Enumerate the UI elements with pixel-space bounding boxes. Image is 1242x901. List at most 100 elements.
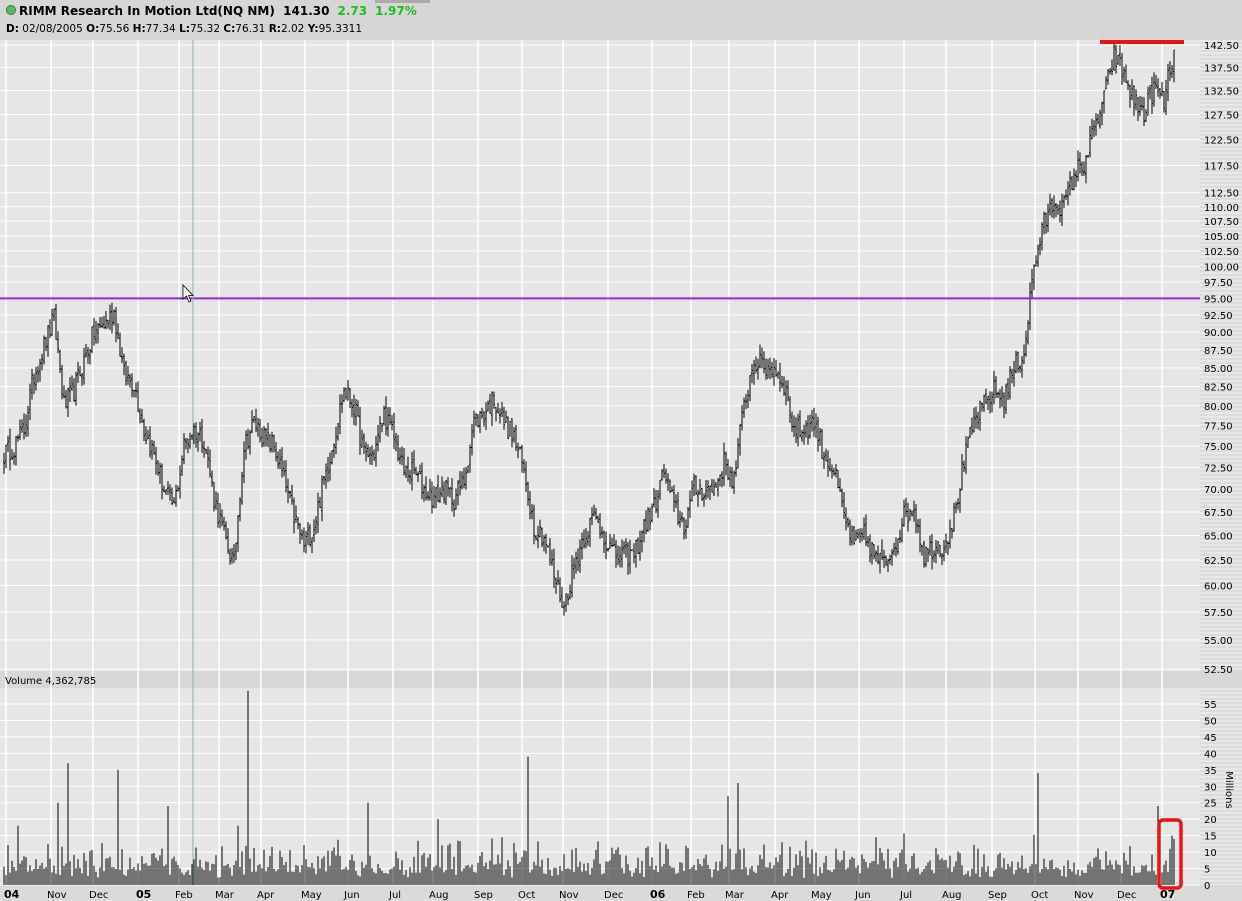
ohlc-bar [769, 357, 771, 380]
ohlc-bar [753, 359, 755, 385]
ohlc-bar [147, 429, 149, 440]
ohlc-bar [517, 442, 519, 459]
ohlc-bar [159, 462, 161, 484]
ohlc-bar [1021, 356, 1023, 378]
ohlc-bar [259, 418, 261, 443]
ohlc-bar [455, 488, 457, 510]
ohlc-bar [729, 466, 731, 488]
ohlc-bar [213, 482, 215, 512]
ohlc-bar [909, 508, 911, 521]
date-value: 02/08/2005 [22, 23, 83, 35]
ohlc-bar [783, 376, 785, 396]
ohlc-bar [287, 478, 289, 504]
ohlc-bar [1039, 237, 1041, 256]
ohlc-bar [883, 549, 885, 568]
time-axis-label: Mar [725, 890, 745, 901]
price-tick-label: 127.50 [1204, 111, 1239, 122]
ohlc-bar [603, 530, 605, 553]
ohlc-bar [1017, 351, 1019, 373]
ohlc-bar [105, 310, 107, 330]
ohlc-bar [11, 449, 13, 460]
volume-tick-label: 30 [1204, 782, 1217, 793]
ohlc-bar [605, 531, 607, 560]
time-axis-label: Dec [1117, 890, 1136, 901]
price-tick-label: 65.00 [1204, 532, 1233, 543]
ohlc-bar [659, 479, 661, 500]
price-plot-area[interactable] [0, 40, 1200, 671]
ohlc-bar [997, 391, 999, 398]
price-tick-label: 102.50 [1204, 247, 1239, 258]
ohlc-bar [629, 539, 631, 574]
ohlc-bar [219, 503, 221, 529]
ohlc-bar [935, 540, 937, 564]
ohlc-bar [431, 481, 433, 514]
ohlc-bar [1113, 41, 1115, 71]
ohlc-bar [735, 460, 737, 477]
ohlc-bar [833, 467, 835, 476]
ohlc-bar [361, 429, 363, 448]
ohlc-bar [1019, 365, 1021, 373]
ohlc-bar [225, 521, 227, 540]
ohlc-bar [631, 549, 633, 551]
ohlc-bar [739, 424, 741, 456]
ohlc-bar [581, 532, 583, 560]
ohlc-bar [1041, 222, 1043, 251]
ohlc-bar [681, 512, 683, 523]
ohlc-bar [553, 548, 555, 589]
ohlc-bar [381, 423, 383, 433]
ohlc-bar [457, 480, 459, 506]
ohlc-bar [1159, 88, 1161, 99]
ohlc-bar [887, 559, 889, 573]
ohlc-bar [197, 432, 199, 452]
ohlc-bar [317, 492, 319, 533]
price-tick-label: 97.50 [1204, 278, 1233, 289]
time-axis-label: Jun [854, 890, 871, 901]
ohlc-bar [1171, 65, 1173, 79]
ohlc-bar [279, 449, 281, 470]
symbol-title: RIMM Research In Motion Ltd(NQ NM) [19, 4, 275, 18]
ohlc-bar [759, 344, 761, 369]
low-label: L: [179, 23, 190, 35]
ohlc-bar [585, 527, 587, 549]
volume-tick-label: 5 [1204, 865, 1210, 876]
ohlc-bar [893, 542, 895, 556]
ohlc-bar [95, 320, 97, 344]
ohlc-bar [83, 347, 85, 385]
ohlc-bar [281, 447, 283, 478]
ohlc-bar [5, 444, 7, 469]
ohlc-bar [601, 526, 603, 539]
ohlc-bar [291, 484, 293, 505]
ohlc-bar [673, 485, 675, 512]
ohlc-bar [525, 461, 527, 492]
ohlc-bar [597, 515, 599, 523]
ohlc-bar [761, 347, 763, 369]
ohlc-bar [607, 547, 609, 552]
ohlc-bar [881, 539, 883, 561]
ohlc-bar [349, 387, 351, 409]
ohlc-bar [867, 536, 869, 548]
ohlc-bar [813, 407, 815, 437]
ohlc-bar [1027, 320, 1029, 345]
ohlc-bar [207, 446, 209, 469]
ohlc-bar [1065, 189, 1067, 200]
ohlc-bar [613, 534, 615, 547]
ohlc-bar [989, 391, 991, 414]
ohlc-bar [1135, 89, 1137, 111]
ohlc-bar [441, 476, 443, 498]
ohlc-bar [273, 434, 275, 453]
ohlc-bar [427, 491, 429, 501]
ohlc-bar [937, 541, 939, 554]
ohlc-bar [839, 478, 841, 492]
ohlc-bar [877, 545, 879, 565]
ohlc-bar [163, 485, 165, 493]
ohlc-bar [745, 393, 747, 410]
ohlc-bar [563, 601, 565, 616]
ohlc-bar [41, 353, 43, 371]
ohlc-bar [929, 535, 931, 556]
ohlc-bar [1109, 67, 1111, 75]
ohlc-bar [619, 546, 621, 568]
ohlc-bar [835, 463, 837, 478]
ohlc-bar [567, 593, 569, 606]
window-tab[interactable] [375, 0, 430, 3]
